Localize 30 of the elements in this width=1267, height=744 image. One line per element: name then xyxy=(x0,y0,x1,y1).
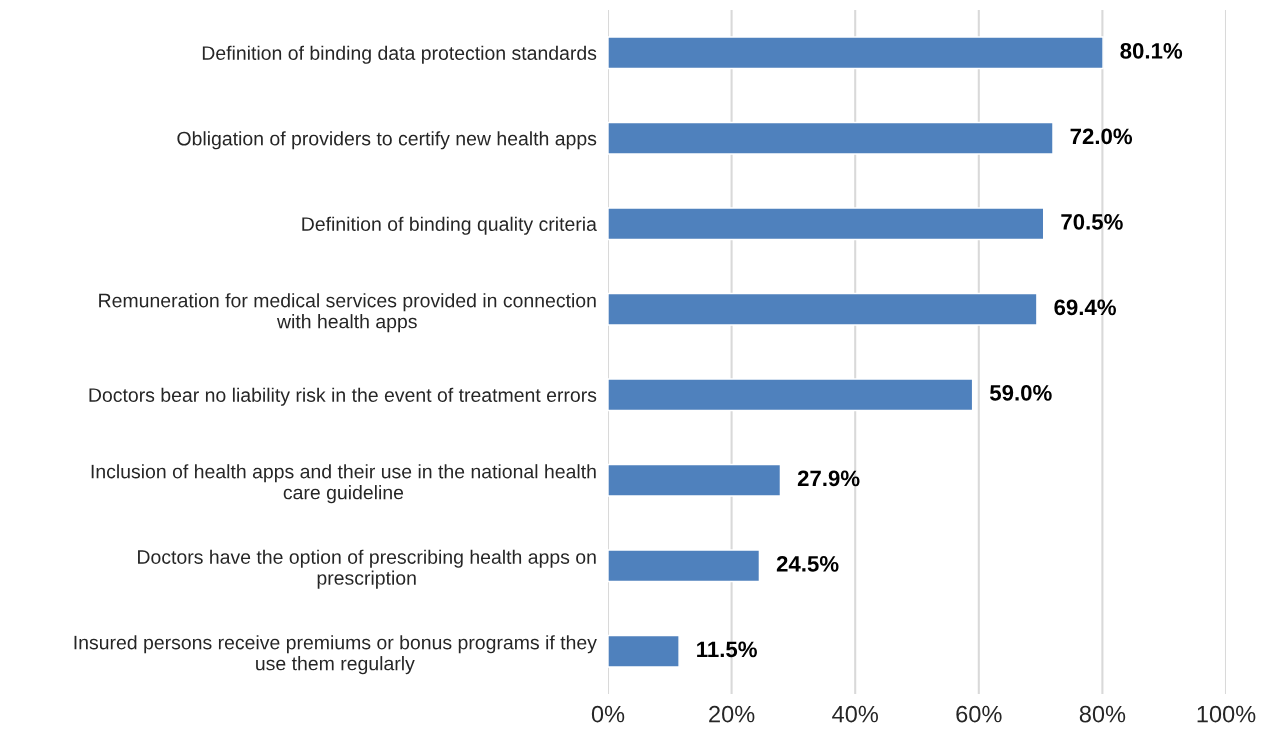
bar xyxy=(608,549,761,583)
data-label: 72.0% xyxy=(1070,128,1133,145)
bar xyxy=(608,121,1054,155)
y-tick-label: Doctors bear no liability risk in the event of treatment errors xyxy=(89,387,597,406)
x-tick-label: 40% xyxy=(832,705,878,723)
data-label: 69.4% xyxy=(1054,299,1116,316)
data-label: 27.9% xyxy=(797,470,860,487)
y-tick-label: Inclusion of health apps and their use in the national health care guideline xyxy=(91,464,596,504)
y-tick-label: Remuneration for medical services provided in connection with health apps xyxy=(99,293,596,333)
data-label: 70.5% xyxy=(1061,213,1123,230)
data-label: 59.0% xyxy=(989,384,1052,401)
data-label: 24.5% xyxy=(776,555,839,572)
y-tick-label: Doctors have the option of prescribing health apps on prescription xyxy=(138,549,596,589)
bar xyxy=(608,463,782,497)
y-tick-label: Definition of binding data protection standards xyxy=(202,45,597,64)
bar xyxy=(608,292,1038,326)
x-tick-label: 80% xyxy=(1079,705,1126,723)
y-tick-label: Obligation of providers to certify new health apps xyxy=(177,131,597,150)
x-tick-label: 0% xyxy=(591,705,625,723)
bar xyxy=(608,634,680,668)
x-tick-label: 60% xyxy=(956,705,1002,723)
y-tick-label: Insured persons receive premiums or bonus programs if they use them regularly xyxy=(74,635,597,675)
bar xyxy=(608,207,1045,241)
x-tick-label: 20% xyxy=(709,705,755,723)
bar xyxy=(608,378,974,412)
x-tick-label: 100% xyxy=(1197,705,1256,723)
data-label: 80.1% xyxy=(1120,42,1183,59)
y-tick-label: Definition of binding quality criteria xyxy=(302,216,597,235)
data-label: 11.5% xyxy=(697,641,757,658)
bar xyxy=(608,36,1104,70)
